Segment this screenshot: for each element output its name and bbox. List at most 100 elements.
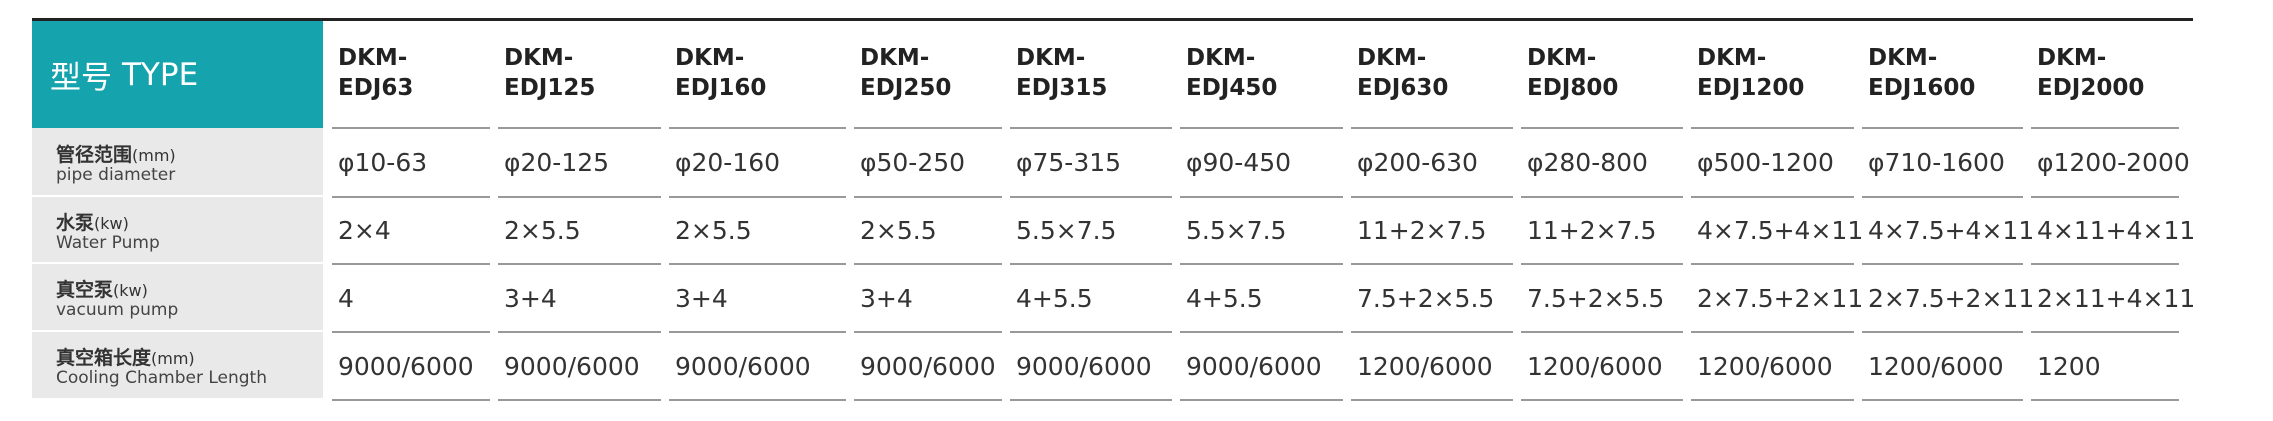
label-cn: 水泵(kw) — [56, 208, 323, 235]
row-rule — [1010, 196, 1172, 198]
row-rule — [1862, 263, 2023, 265]
row-rule — [1351, 331, 1513, 333]
label-cn: 真空泵(kw) — [56, 275, 323, 302]
row-rule — [1010, 399, 1172, 401]
cell-value: φ75-315 — [1016, 148, 1122, 177]
cell-value: 1200/6000 — [1357, 351, 1493, 381]
cell-value: 2×7.5+2×11 — [1697, 283, 1864, 313]
cell-value: 9000/6000 — [504, 351, 640, 381]
row-rule — [1691, 196, 1854, 198]
row-rule — [2031, 127, 2179, 129]
row-rule — [1180, 331, 1343, 333]
row-rule — [854, 399, 1002, 401]
label-unit: (kw) — [94, 213, 129, 233]
row-rule — [332, 263, 490, 265]
model-name: DKM-EDJ630 — [1357, 45, 1449, 101]
row-rule — [1691, 331, 1854, 333]
row-rule — [1691, 127, 1854, 129]
model-name: DKM-EDJ800 — [1527, 45, 1619, 101]
cell-value: φ50-250 — [860, 148, 966, 177]
label-en: Cooling Chamber Length — [56, 368, 267, 388]
model-name: DKM-EDJ160 — [675, 45, 767, 101]
cell-value: 1200/6000 — [1697, 351, 1833, 381]
cell-value: 5.5×7.5 — [1016, 216, 1117, 245]
row-rule — [1180, 196, 1343, 198]
cell-value: 4×7.5+4×11 — [1868, 216, 2035, 245]
row-rule — [854, 331, 1002, 333]
model-name: DKM-EDJ450 — [1186, 45, 1278, 101]
cell-value: 4+5.5 — [1016, 283, 1093, 313]
row-rule — [2031, 331, 2179, 333]
row-rule — [1180, 399, 1343, 401]
row-rule — [332, 127, 490, 129]
label-unit: (kw) — [113, 281, 148, 300]
row-rule — [1521, 263, 1683, 265]
row-label: 真空泵(kw) vacuum pump — [32, 264, 323, 332]
cell-value: 3+4 — [675, 283, 728, 313]
cell-value: 5.5×7.5 — [1186, 216, 1287, 245]
row-rule — [1521, 399, 1683, 401]
row-label: 水泵(kw) Water Pump — [32, 197, 323, 264]
row-rule — [1862, 399, 2023, 401]
row-rule — [1862, 196, 2023, 198]
row-label: 管径范围(mm) pipe diameter — [32, 128, 323, 197]
row-rule — [1010, 127, 1172, 129]
cell-value: 2×11+4×11 — [2037, 283, 2196, 313]
cell-value: 11+2×7.5 — [1527, 216, 1657, 245]
row-rule — [669, 127, 846, 129]
row-rule — [1521, 196, 1683, 198]
label-cn-text: 真空箱长度 — [56, 347, 152, 369]
row-rule — [498, 196, 661, 198]
type-header: 型号 TYPE — [32, 21, 323, 128]
cell-value: φ500-1200 — [1697, 148, 1834, 177]
cell-value: 4×7.5+4×11 — [1697, 216, 1864, 245]
model-name: DKM-EDJ63 — [338, 45, 414, 101]
row-rule — [332, 331, 490, 333]
cell-value: φ20-125 — [504, 148, 610, 177]
row-rule — [498, 127, 661, 129]
label-cn-text: 管径范围 — [56, 143, 133, 166]
label-en: Water Pump — [56, 232, 160, 253]
cell-value: 4 — [338, 283, 354, 313]
row-rule — [669, 331, 846, 333]
cell-value: 1200/6000 — [1527, 351, 1663, 381]
top-rule — [32, 18, 2193, 21]
cell-value: 2×5.5 — [860, 216, 937, 245]
row-rule — [1010, 331, 1172, 333]
model-name: DKM-EDJ2000 — [2037, 45, 2145, 101]
cell-value: 11+2×7.5 — [1357, 216, 1487, 245]
cell-value: 9000/6000 — [1186, 351, 1322, 381]
cell-value: φ200-630 — [1357, 148, 1478, 177]
row-rule — [332, 399, 490, 401]
cell-value: φ1200-2000 — [2037, 148, 2190, 177]
model-name: DKM-EDJ315 — [1016, 45, 1108, 101]
cell-value: 7.5+2×5.5 — [1527, 283, 1665, 313]
model-name: DKM-EDJ1200 — [1697, 45, 1805, 101]
row-rule — [669, 196, 846, 198]
cell-value: 9000/6000 — [1016, 351, 1152, 381]
row-rule — [1351, 127, 1513, 129]
cell-value: 2×7.5+2×11 — [1868, 283, 2035, 313]
label-unit: (mm) — [132, 145, 176, 165]
cell-value: φ20-160 — [675, 148, 781, 177]
model-name: DKM-EDJ250 — [860, 45, 952, 101]
row-rule — [2031, 196, 2179, 198]
cell-value: 9000/6000 — [338, 351, 474, 381]
cell-value: 1200 — [2037, 351, 2101, 381]
cell-value: 2×5.5 — [504, 216, 581, 245]
label-cn: 真空箱长度(mm) — [56, 343, 323, 370]
cell-value: 3+4 — [860, 283, 913, 313]
model-name: DKM-EDJ125 — [504, 45, 596, 101]
model-name: DKM-EDJ1600 — [1868, 45, 1976, 101]
row-rule — [854, 127, 1002, 129]
cell-value: 2×4 — [338, 216, 391, 245]
cell-value: 2×5.5 — [675, 216, 752, 245]
cell-value: 3+4 — [504, 283, 557, 313]
label-cn: 管径范围(mm) — [56, 140, 323, 167]
row-label: 真空箱长度(mm) Cooling Chamber Length — [32, 332, 323, 400]
row-rule — [854, 263, 1002, 265]
row-rule — [1351, 263, 1513, 265]
row-rule — [854, 196, 1002, 198]
row-rule — [1862, 127, 2023, 129]
label-cn-text: 真空泵 — [56, 279, 114, 301]
